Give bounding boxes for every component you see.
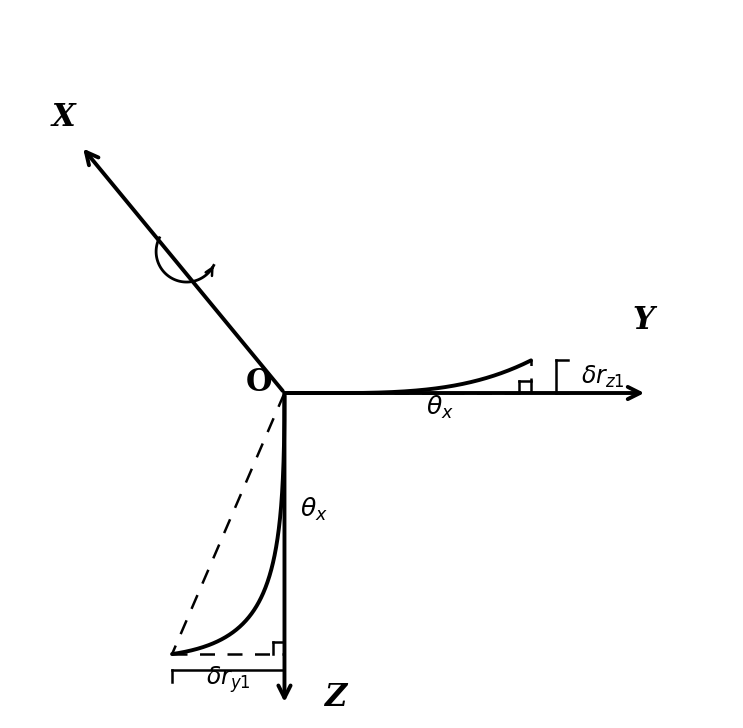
- Text: Y: Y: [632, 305, 655, 336]
- Text: $\theta_x$: $\theta_x$: [299, 496, 328, 523]
- Text: $\theta_x$: $\theta_x$: [426, 394, 454, 421]
- Text: $\delta r_{y1}$: $\delta r_{y1}$: [206, 664, 250, 695]
- Text: $\delta r_{z1}$: $\delta r_{z1}$: [581, 363, 625, 389]
- Text: Z: Z: [325, 682, 347, 713]
- Text: X: X: [51, 102, 75, 133]
- Text: O: O: [246, 367, 273, 397]
